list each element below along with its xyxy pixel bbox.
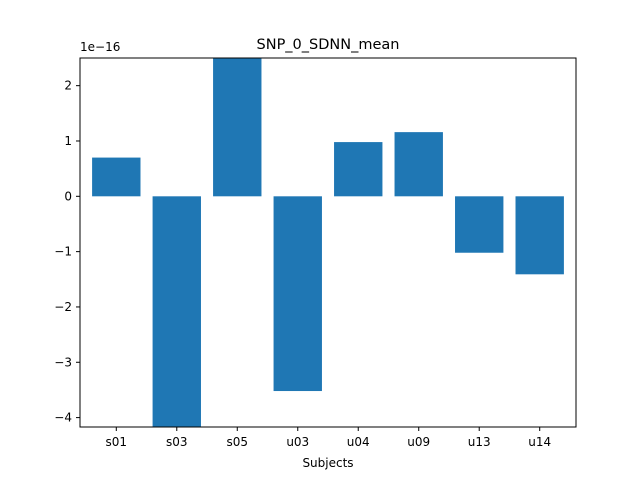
- chart-title: SNP_0_SDNN_mean: [257, 37, 400, 53]
- y-tick-label: 2: [64, 79, 72, 93]
- x-tick-label: s01: [106, 435, 128, 449]
- bar-s05: [213, 58, 262, 197]
- y-tick-label: −4: [54, 411, 72, 425]
- y-tick-label: 1: [64, 134, 72, 148]
- y-tick-label: −2: [54, 300, 72, 314]
- bar-u14: [515, 196, 564, 275]
- y-tick-label: −3: [54, 355, 72, 369]
- x-tick-label: s03: [166, 435, 188, 449]
- bar-u13: [455, 196, 504, 253]
- x-axis-label: Subjects: [302, 456, 353, 470]
- bar-s03: [152, 196, 201, 427]
- x-tick-label: u03: [286, 435, 309, 449]
- y-axis-offset-label: 1e−16: [80, 40, 120, 54]
- plot-area-frame: [79, 57, 577, 428]
- bars: [92, 58, 564, 427]
- y-tick-label: −1: [54, 245, 72, 259]
- x-axis-ticks: s01 s03 s05 u03 u04 u09 u13 u14: [106, 427, 551, 449]
- y-tick-label: 0: [64, 189, 72, 203]
- x-tick-label: u13: [468, 435, 491, 449]
- bar-u09: [394, 132, 443, 197]
- x-tick-label: s05: [227, 435, 249, 449]
- x-tick-label: u09: [407, 435, 430, 449]
- bar-u04: [334, 142, 383, 197]
- y-axis-ticks: −4 −3 −2 −1 0 1 2: [54, 79, 80, 425]
- bar-s01: [92, 157, 141, 197]
- x-tick-label: u04: [347, 435, 370, 449]
- x-tick-label: u14: [528, 435, 551, 449]
- bar-u03: [273, 196, 322, 392]
